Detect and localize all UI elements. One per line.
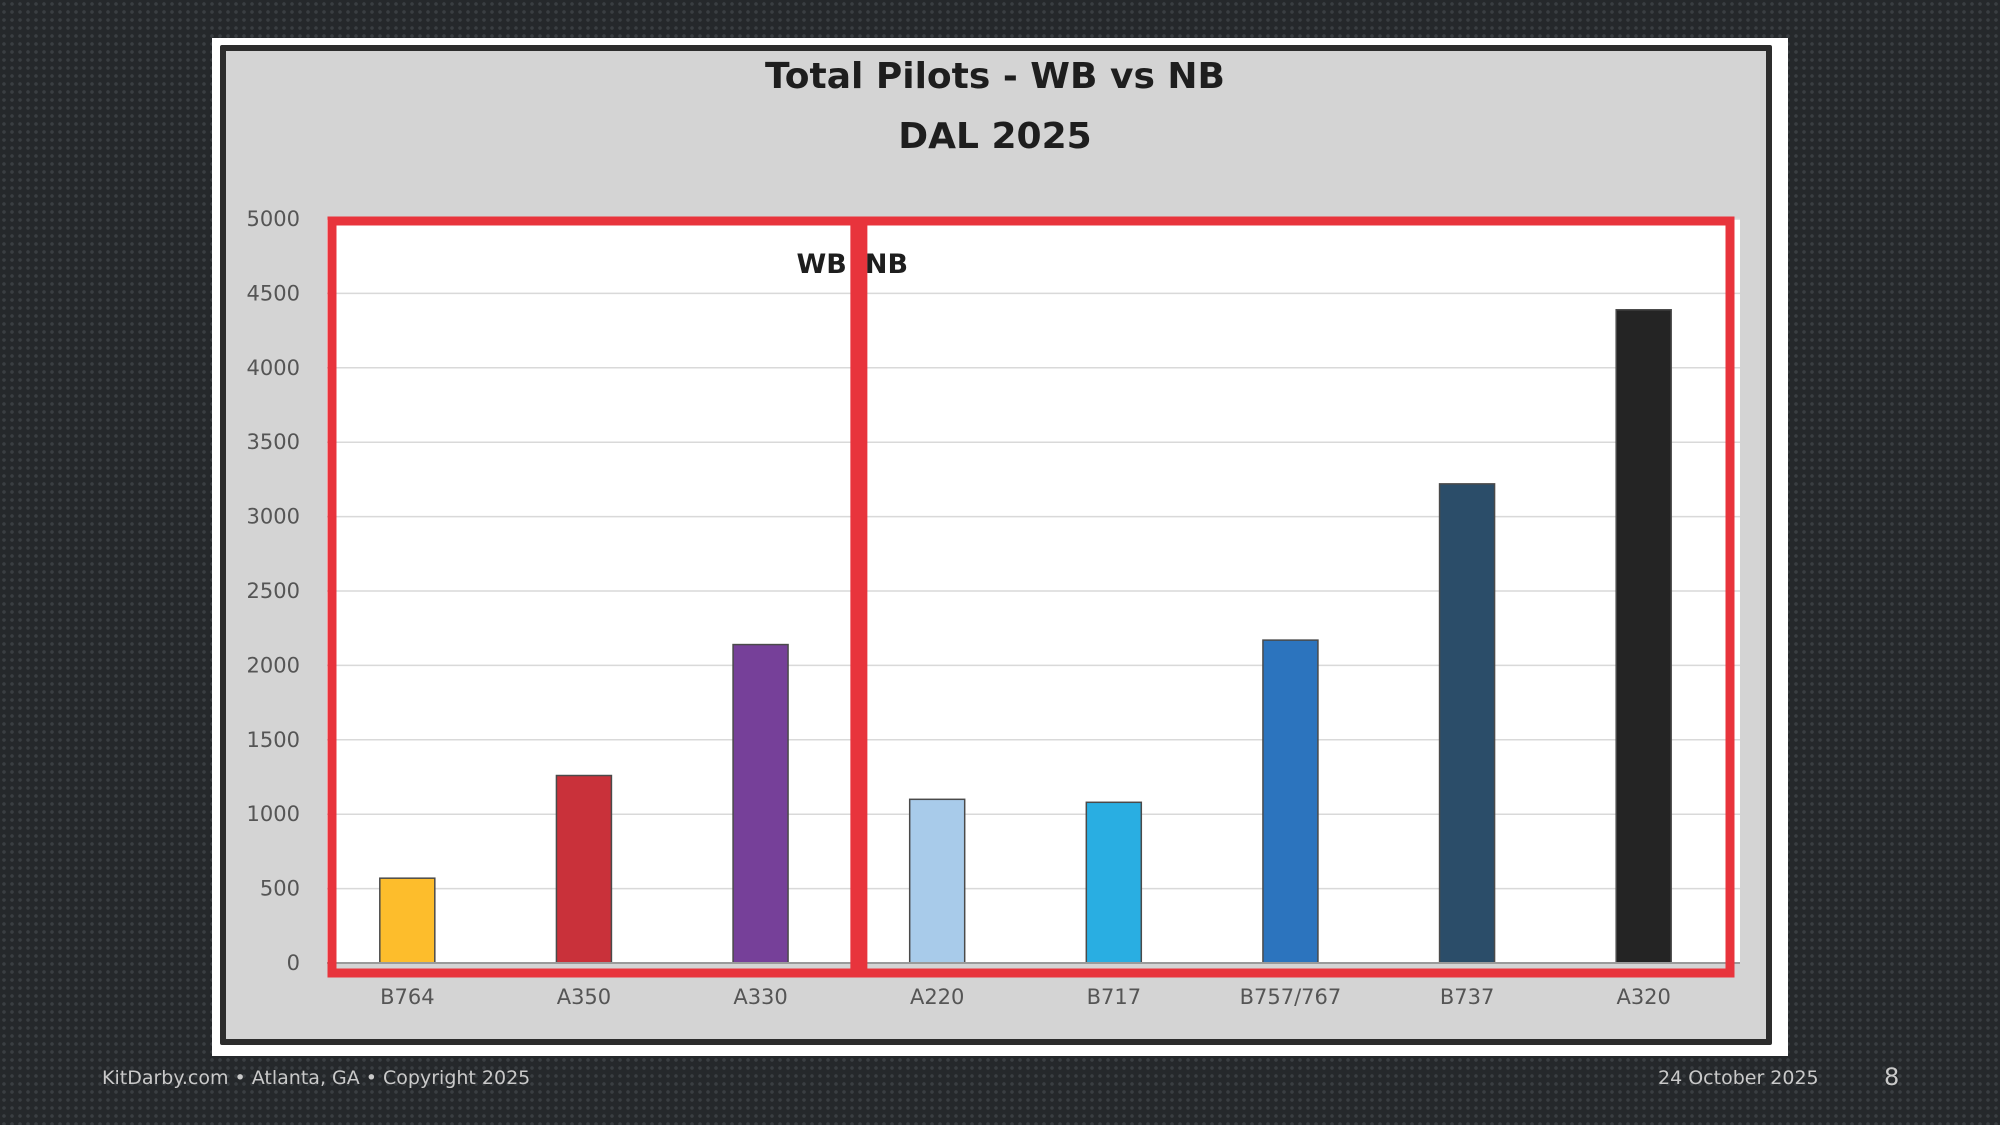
footer-copyright: KitDarby.com • Atlanta, GA • Copyright 2…: [102, 1067, 531, 1089]
y-tick-label: 2000: [247, 653, 300, 677]
y-tick-label: 4500: [247, 281, 300, 305]
y-tick-label: 2500: [247, 579, 300, 603]
group-box-nb: [858, 216, 1735, 978]
x-tick-label: B757/767: [1240, 985, 1342, 1009]
bar: [1438, 483, 1496, 964]
y-tick-label: 500: [260, 877, 300, 901]
x-tick-label: A350: [557, 985, 611, 1009]
y-tick-label: 3000: [247, 505, 300, 529]
chart-title: Total Pilots - WB vs NB: [765, 56, 1225, 97]
bar: [555, 774, 613, 964]
bar-chart: Total Pilots - WB vs NB DAL 2025 0 500 100…: [247, 56, 1740, 1009]
y-tick-label: 5000: [247, 207, 300, 231]
footer-date: 24 October 2025: [1658, 1067, 1819, 1089]
x-tick-label: A220: [910, 985, 964, 1009]
y-tick-label: 3500: [247, 430, 300, 454]
x-tick-label: A320: [1616, 985, 1670, 1009]
y-tick-label: 0: [287, 951, 300, 975]
group-label-wb: WB: [797, 249, 847, 280]
bar: [379, 877, 436, 964]
x-tick-label: B764: [380, 985, 435, 1009]
y-tick-label: 4000: [247, 356, 300, 380]
page-number: 8: [1884, 1063, 1900, 1091]
bar: [908, 798, 966, 964]
group-box-wb: [327, 216, 860, 978]
y-tick-label: 1500: [247, 728, 300, 752]
y-tick-label: 1000: [247, 802, 300, 826]
bar: [1262, 639, 1319, 964]
bar: [732, 643, 789, 964]
bar: [1615, 309, 1672, 964]
x-tick-label: B737: [1440, 985, 1495, 1009]
x-tick-label: A330: [733, 985, 787, 1009]
slide-frame: Total Pilots - WB vs NB DAL 2025 0 500 100…: [212, 38, 1788, 1056]
plot-area: 0 500 1000 1500 2000 2500 3000 3500 4000 4500 5000…: [247, 207, 1740, 1009]
x-tick-label: B717: [1087, 985, 1142, 1009]
group-label-nb: NB: [865, 249, 908, 280]
chart-subtitle: DAL 2025: [898, 116, 1091, 157]
bar: [1085, 801, 1143, 964]
